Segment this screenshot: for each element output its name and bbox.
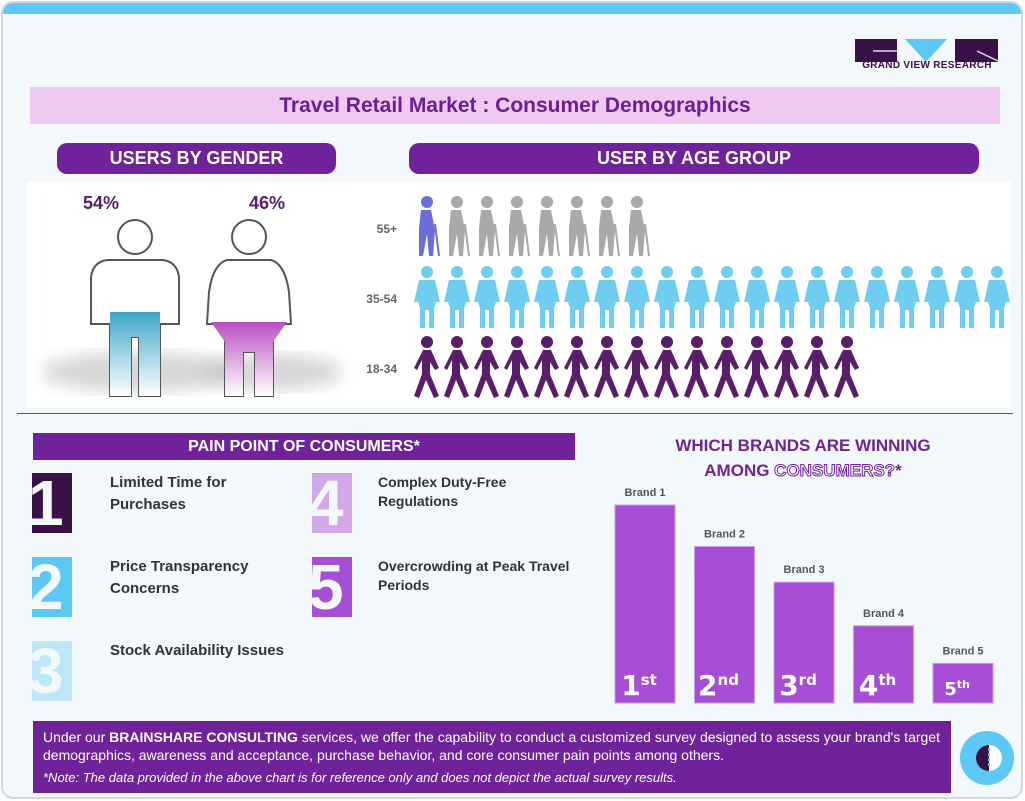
elderly-person-icon — [629, 196, 650, 257]
adult-person-icon — [804, 266, 830, 328]
walking-person-icon — [684, 336, 709, 398]
walking-person-icon — [774, 336, 799, 398]
number-4-icon: 4 — [312, 473, 352, 533]
elderly-person-icon — [569, 196, 590, 257]
adult-person-icon — [534, 266, 560, 328]
walking-person-icon — [714, 336, 739, 398]
gender-panel: 54% 46% — [27, 182, 407, 408]
gvr-logo — [855, 39, 999, 62]
footer-text-post: services, we offer the capability to con… — [43, 729, 940, 763]
gender-header: USERS BY GENDER — [57, 143, 336, 174]
walking-person-icon — [474, 336, 499, 398]
adult-person-icon — [444, 266, 470, 328]
bar-category-label: Brand 4 — [863, 608, 905, 620]
adult-person-icon — [984, 266, 1010, 328]
bar-4 — [853, 625, 914, 704]
pain-point-4: Complex Duty-Free Regulations — [378, 474, 507, 509]
bar-1 — [614, 504, 676, 704]
number-3-icon: 3 — [32, 641, 72, 701]
chart-title-line-2a: AMONG — [704, 461, 775, 480]
adult-person-icon — [864, 266, 890, 328]
adult-person-icon — [504, 266, 530, 328]
adult-person-icon — [564, 266, 590, 328]
age-figures — [414, 196, 1010, 398]
walking-person-icon — [744, 336, 769, 398]
bar-3 — [773, 581, 835, 704]
page-title: Travel Retail Market : Consumer Demograp… — [30, 87, 1000, 124]
section-divider — [17, 413, 1013, 414]
adult-person-icon — [834, 266, 860, 328]
adult-person-icon — [684, 266, 710, 328]
age-header: USER BY AGE GROUP — [409, 143, 979, 174]
elderly-person-icon — [539, 196, 560, 257]
top-accent-bar — [3, 3, 1021, 14]
elderly-person-icon — [449, 196, 470, 257]
walking-person-icon — [834, 336, 859, 398]
pain-point-1: Limited Time for Purchases — [110, 474, 227, 513]
female-percentage: 46% — [249, 193, 286, 213]
adult-person-icon — [774, 266, 800, 328]
walking-person-icon — [654, 336, 679, 398]
adult-person-icon — [954, 266, 980, 328]
male-person-icon — [90, 219, 180, 397]
adult-person-icon — [924, 266, 950, 328]
age-label-55-plus: 55+ — [376, 222, 397, 236]
bar-category-label: Brand 2 — [704, 529, 745, 541]
elderly-person-icon — [509, 196, 530, 257]
bar-rank-label: 4th — [859, 669, 896, 702]
bar-2 — [694, 546, 755, 704]
footer-text-pre: Under our — [43, 729, 110, 745]
footer-text: Under our BRAINSHARE CONSULTING services… — [43, 728, 941, 764]
number-5-icon: 5 — [312, 557, 352, 617]
walking-person-icon — [564, 336, 589, 398]
footer-banner: Under our BRAINSHARE CONSULTING services… — [33, 721, 951, 793]
number-2-icon: 2 — [32, 557, 72, 617]
adult-person-icon — [594, 266, 620, 328]
chart-title-line-2c: * — [895, 461, 902, 480]
elderly-person-icon — [419, 196, 440, 257]
pain-point-2: Price Transparency Concerns — [110, 558, 249, 597]
age-label-35-54: 35-54 — [366, 292, 397, 306]
walking-person-icon — [504, 336, 529, 398]
adult-person-icon — [624, 266, 650, 328]
chart-title-line-2b: CONSUMERS? — [774, 461, 896, 481]
bar-category-label: Brand 3 — [784, 564, 825, 576]
male-percentage: 54% — [83, 193, 120, 213]
adult-person-icon — [894, 266, 920, 328]
adult-person-icon — [474, 266, 500, 328]
brainshare-consulting-label: BRAINSHARE CONSULTING — [109, 729, 298, 745]
age-label-18-34: 18-34 — [366, 362, 397, 376]
adult-person-icon — [714, 266, 740, 328]
gender-figures — [42, 219, 342, 397]
age-panel — [407, 182, 1011, 408]
walking-person-icon — [804, 336, 829, 398]
adult-person-icon — [744, 266, 770, 328]
footer-note: *Note: The data provided in the above ch… — [43, 770, 677, 785]
walking-person-icon — [624, 336, 649, 398]
walking-person-icon — [444, 336, 469, 398]
elderly-person-icon — [479, 196, 500, 257]
elderly-person-icon — [599, 196, 620, 257]
bar-category-label: Brand 5 — [943, 645, 984, 657]
pain-point-5: Overcrowding at Peak Travel Periods — [378, 558, 570, 593]
adult-person-icon — [654, 266, 680, 328]
chart-title: WHICH BRANDS ARE WINNING AMONG CONSUMERS… — [623, 433, 983, 483]
logo-text: GRAND VIEW RESEARCH — [862, 60, 992, 71]
bar-5 — [932, 662, 994, 704]
walking-person-icon — [594, 336, 619, 398]
walking-person-icon — [534, 336, 559, 398]
female-person-icon — [205, 219, 293, 397]
brainshare-icon[interactable] — [958, 730, 1016, 786]
number-1-icon: 1 — [32, 473, 72, 533]
adult-person-icon — [414, 266, 440, 328]
walking-person-icon — [414, 336, 439, 398]
pain-point-3: Stock Availability Issues — [110, 642, 284, 659]
bar-category-label: Brand 1 — [625, 487, 666, 499]
pain-points-header: PAIN POINT OF CONSUMERS* — [33, 433, 575, 460]
chart-title-line-1: WHICH BRANDS ARE WINNING — [675, 436, 931, 455]
